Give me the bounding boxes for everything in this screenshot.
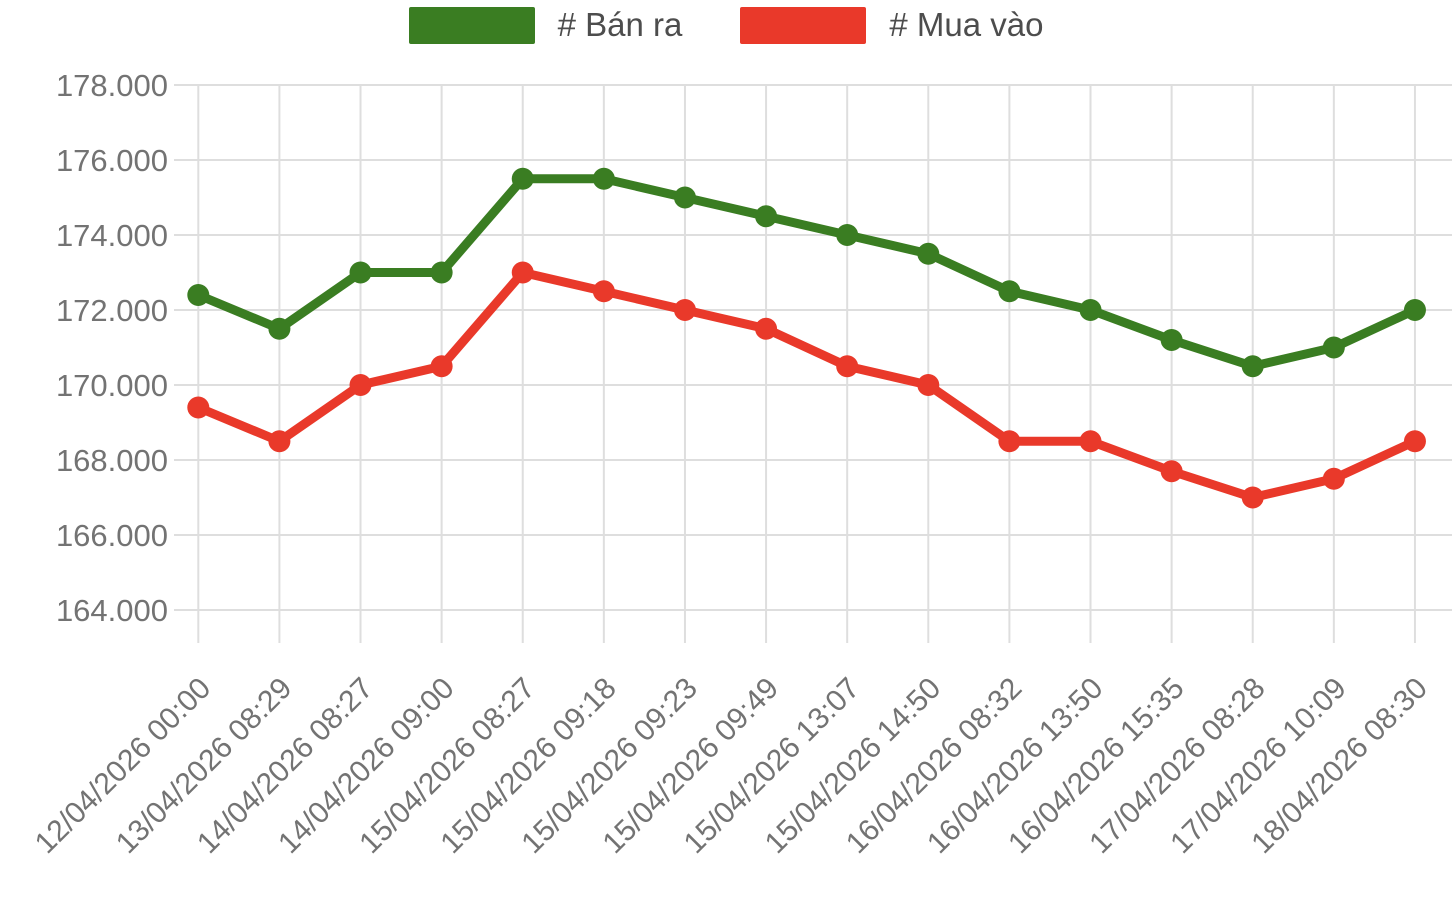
legend-swatch-ban-ra: [408, 6, 535, 44]
y-axis-label: 176.000: [56, 143, 168, 178]
data-point-mua-vao[interactable]: [836, 355, 859, 378]
data-point-mua-vao[interactable]: [187, 396, 210, 419]
data-point-mua-vao[interactable]: [592, 280, 615, 303]
data-point-ban-ra[interactable]: [511, 167, 534, 190]
data-point-ban-ra[interactable]: [836, 224, 859, 246]
data-point-ban-ra[interactable]: [673, 186, 696, 209]
data-point-ban-ra[interactable]: [1160, 329, 1183, 351]
legend-label-ban-ra: # Bán ra: [557, 6, 683, 43]
y-axis-label: 174.000: [56, 218, 168, 253]
data-point-mua-vao[interactable]: [755, 317, 778, 340]
legend-label-mua-vao: # Mua vào: [889, 6, 1044, 43]
y-axis-label: 166.000: [56, 518, 168, 553]
series-line-mua-vao: [193, 268, 1420, 502]
legend-item-ban-ra[interactable]: # Bán ra: [408, 6, 683, 44]
data-point-ban-ra[interactable]: [755, 205, 778, 228]
y-axis-label: 168.000: [56, 443, 168, 478]
data-point-mua-vao[interactable]: [1241, 486, 1264, 509]
data-point-ban-ra[interactable]: [592, 167, 615, 190]
data-point-mua-vao[interactable]: [1079, 430, 1102, 453]
y-axis-label: 164.000: [56, 593, 168, 628]
data-point-ban-ra[interactable]: [1403, 299, 1426, 321]
data-point-mua-vao[interactable]: [511, 261, 534, 284]
data-point-ban-ra[interactable]: [1241, 355, 1264, 378]
data-point-ban-ra[interactable]: [1079, 299, 1102, 321]
data-point-mua-vao[interactable]: [1160, 460, 1183, 483]
series-line-ban-ra: [193, 174, 1420, 371]
y-axis-label: 170.000: [56, 368, 168, 403]
y-axis-label: 172.000: [56, 293, 168, 328]
data-point-ban-ra[interactable]: [998, 280, 1021, 303]
legend-item-mua-vao[interactable]: # Mua vào: [740, 6, 1043, 44]
data-point-mua-vao[interactable]: [268, 430, 291, 453]
data-point-mua-vao[interactable]: [1403, 430, 1426, 453]
data-point-ban-ra[interactable]: [349, 261, 372, 284]
data-point-ban-ra[interactable]: [187, 284, 210, 306]
data-point-ban-ra[interactable]: [268, 317, 291, 340]
data-point-ban-ra[interactable]: [917, 242, 940, 265]
y-axis-label: 178.000: [56, 68, 168, 103]
data-point-mua-vao[interactable]: [673, 299, 696, 321]
data-point-ban-ra[interactable]: [430, 261, 453, 284]
chart-legend: # Bán ra # Mua vào: [0, 6, 1452, 44]
data-point-mua-vao[interactable]: [349, 374, 372, 396]
legend-swatch-mua-vao: [740, 6, 867, 44]
data-point-mua-vao[interactable]: [917, 374, 940, 396]
data-point-ban-ra[interactable]: [1322, 336, 1345, 359]
data-point-mua-vao[interactable]: [430, 355, 453, 378]
data-point-mua-vao[interactable]: [998, 430, 1021, 453]
data-point-mua-vao[interactable]: [1322, 467, 1345, 490]
